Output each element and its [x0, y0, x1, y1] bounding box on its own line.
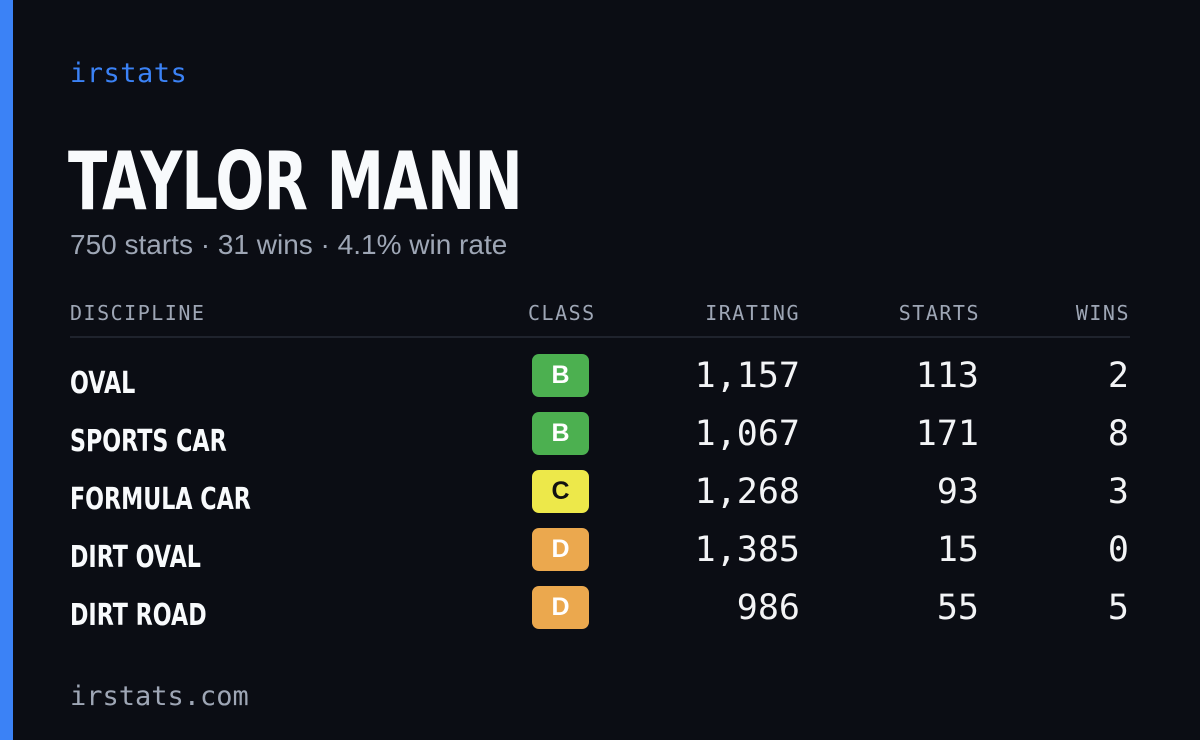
table-row: DIRT OVAL D 1,385 15 0	[70, 528, 1130, 586]
footer-url: irstats.com	[70, 681, 249, 712]
header-starts: STARTS	[898, 301, 980, 325]
header-class: CLASS	[528, 301, 596, 325]
class-badge: B	[532, 412, 589, 455]
starts-value: 171	[915, 414, 979, 454]
irating-value: 1,268	[694, 472, 800, 512]
accent-bar	[0, 0, 13, 740]
table-row: DIRT ROAD D 986 55 5	[70, 586, 1130, 644]
discipline-name: FORMULA CAR	[70, 482, 251, 517]
discipline-name: DIRT ROAD	[70, 598, 207, 633]
header-irating: IRATING	[705, 301, 800, 325]
wins-value: 2	[1107, 356, 1129, 396]
brand-logo: irstats	[70, 58, 188, 89]
starts-value: 113	[915, 356, 979, 396]
wins-value: 5	[1107, 588, 1129, 628]
table-row: SPORTS CAR B 1,067 171 8	[70, 412, 1130, 470]
class-badge: D	[532, 528, 589, 571]
wins-value: 8	[1107, 414, 1129, 454]
irating-value: 1,067	[694, 414, 800, 454]
discipline-name: DIRT OVAL	[70, 540, 201, 575]
table-row: OVAL B 1,157 113 2	[70, 354, 1130, 412]
header-wins: WINS	[1075, 301, 1130, 325]
driver-name: TAYLOR MANN	[68, 135, 523, 228]
starts-value: 55	[936, 588, 979, 628]
table-row: FORMULA CAR C 1,268 93 3	[70, 470, 1130, 528]
discipline-name: OVAL	[70, 366, 136, 401]
irating-value: 1,157	[694, 356, 800, 396]
wins-value: 0	[1107, 530, 1129, 570]
stats-table: DISCIPLINE CLASS IRATING STARTS WINS OVA…	[70, 296, 1130, 644]
starts-value: 93	[936, 472, 979, 512]
class-badge: B	[532, 354, 589, 397]
discipline-name: SPORTS CAR	[70, 424, 227, 459]
table-header: DISCIPLINE CLASS IRATING STARTS WINS	[70, 296, 1130, 338]
table-body: OVAL B 1,157 113 2 SPORTS CAR B 1,067 17…	[70, 354, 1130, 644]
class-badge: D	[532, 586, 589, 629]
wins-value: 3	[1107, 472, 1129, 512]
header-discipline: DISCIPLINE	[70, 301, 206, 325]
driver-summary: 750 starts · 31 wins · 4.1% win rate	[70, 229, 508, 260]
starts-value: 15	[936, 530, 979, 570]
class-badge: C	[532, 470, 589, 513]
irating-value: 986	[736, 588, 800, 628]
irating-value: 1,385	[694, 530, 800, 570]
